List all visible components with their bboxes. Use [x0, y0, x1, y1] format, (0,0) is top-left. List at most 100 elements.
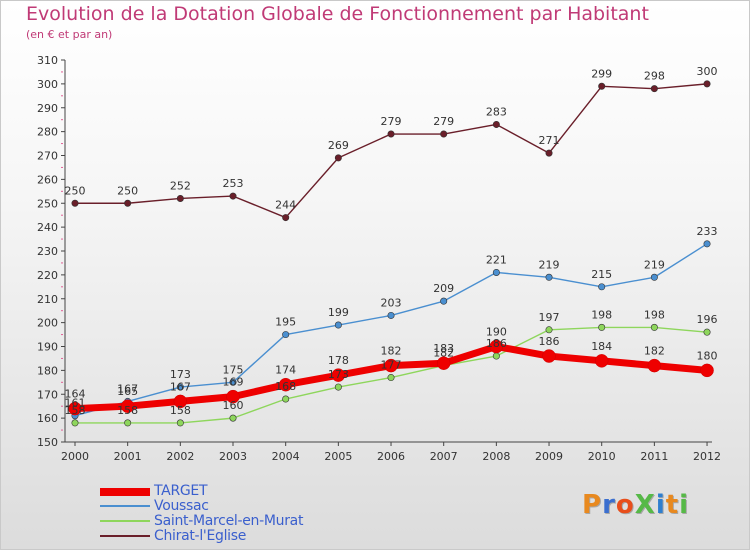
data-label-target: 182 — [381, 345, 402, 358]
x-tick-label: 2007 — [430, 450, 458, 463]
y-tick-label: 170 — [37, 388, 58, 401]
data-point-voussac — [598, 283, 606, 291]
data-label-voussac: 199 — [328, 306, 349, 319]
data-point-chirat-l-eglise — [703, 80, 711, 88]
data-point-chirat-l-eglise — [387, 130, 395, 138]
data-point-chirat-l-eglise — [492, 120, 500, 128]
data-label-saint-marcel-en-murat: 168 — [275, 380, 296, 393]
data-point-saint-marcel-en-murat — [176, 419, 184, 427]
legend-item-voussac: Voussac — [100, 498, 360, 514]
data-point-saint-marcel-en-murat — [492, 352, 500, 360]
data-point-voussac — [703, 240, 711, 248]
y-tick-label: 190 — [37, 341, 58, 354]
chart-subtitle: (en € et par an) — [26, 28, 113, 41]
data-label-voussac: 203 — [381, 296, 402, 309]
data-label-voussac: 167 — [117, 382, 138, 395]
data-point-chirat-l-eglise — [124, 199, 132, 207]
x-tick-label: 2011 — [640, 450, 668, 463]
data-point-target — [647, 358, 662, 373]
data-point-saint-marcel-en-murat — [650, 323, 658, 331]
data-point-chirat-l-eglise — [440, 130, 448, 138]
data-point-saint-marcel-en-murat — [387, 374, 395, 382]
x-tick-label: 2000 — [61, 450, 89, 463]
legend-item-target: TARGET — [100, 483, 360, 499]
y-tick-label: 210 — [37, 293, 58, 306]
legend-label-chirat: Chirat-l'Eglise — [154, 528, 247, 544]
x-tick-label: 2005 — [324, 450, 352, 463]
legend-label-target: TARGET — [154, 483, 208, 499]
data-point-saint-marcel-en-murat — [229, 414, 237, 422]
legend-item-saint-marcel: Saint-Marcel-en-Murat — [100, 513, 360, 529]
data-label-voussac: 161 — [65, 397, 86, 410]
data-point-voussac — [650, 273, 658, 281]
data-label-target: 182 — [644, 345, 665, 358]
x-tick-label: 2009 — [535, 450, 563, 463]
data-label-voussac: 219 — [644, 258, 665, 271]
data-point-target — [700, 363, 714, 378]
data-label-voussac: 173 — [170, 368, 191, 381]
data-label-target: 186 — [539, 335, 560, 348]
x-tick-label: 2008 — [482, 450, 510, 463]
logo-letter: i — [679, 490, 690, 520]
data-label-saint-marcel-en-murat: 197 — [539, 311, 560, 324]
y-tick-label: 310 — [37, 54, 58, 67]
data-label-chirat-l-eglise: 252 — [170, 179, 191, 192]
y-tick-label: 160 — [37, 412, 58, 425]
data-point-chirat-l-eglise — [229, 192, 237, 200]
data-label-target: 178 — [328, 354, 349, 367]
series-line-chirat-l-eglise — [74, 83, 708, 219]
legend-item-chirat: Chirat-l'Eglise — [100, 528, 360, 544]
data-label-saint-marcel-en-murat: 177 — [381, 359, 402, 372]
data-label-chirat-l-eglise: 253 — [223, 177, 244, 190]
chart-axes: 150 160 170 180 190 200 210 220 230 240 250 260 270 2… — [37, 54, 721, 463]
x-tick-label: 2001 — [114, 450, 142, 463]
data-point-target — [68, 401, 82, 416]
data-label-target: 190 — [486, 326, 507, 339]
data-label-voussac: 215 — [591, 268, 612, 281]
data-point-voussac — [440, 297, 448, 305]
x-tick-label: 2004 — [272, 450, 300, 463]
data-point-target — [120, 399, 135, 413]
data-point-chirat-l-eglise — [545, 149, 553, 157]
data-point-saint-marcel-en-murat — [545, 326, 553, 334]
x-tick-label: 2010 — [588, 450, 616, 463]
y-tick-label: 280 — [37, 126, 58, 139]
legend-label-saint-marcel: Saint-Marcel-en-Murat — [154, 513, 304, 529]
x-tick-label: 2003 — [219, 450, 247, 463]
data-label-chirat-l-eglise: 283 — [486, 105, 507, 118]
data-label-saint-marcel-en-murat: 198 — [644, 308, 665, 321]
logo-letter: X — [634, 490, 656, 520]
logo-letter: P — [582, 490, 603, 520]
data-label-voussac: 233 — [697, 225, 718, 238]
data-point-saint-marcel-en-murat — [124, 419, 132, 427]
data-point-chirat-l-eglise — [334, 154, 342, 162]
legend-swatch-chirat — [100, 535, 150, 537]
data-label-voussac: 209 — [433, 282, 454, 295]
data-label-voussac: 219 — [539, 258, 560, 271]
y-tick-label: 260 — [37, 173, 58, 186]
data-label-saint-marcel-en-murat: 158 — [65, 404, 86, 417]
data-labels-layer: 250 250 252 253 244 269 279 279 283 271 299 298 300 1… — [65, 65, 718, 417]
data-label-saint-marcel-en-murat: 160 — [223, 399, 244, 412]
line-chart: 150 160 170 180 190 200 210 220 230 240 250 260 270 2… — [37, 54, 721, 463]
legend-swatch-target — [100, 488, 150, 496]
data-label-saint-marcel-en-murat: 158 — [117, 404, 138, 417]
data-label-voussac: 221 — [486, 253, 507, 266]
data-label-target: 174 — [275, 364, 296, 377]
data-label-chirat-l-eglise: 300 — [697, 65, 718, 78]
chart-title: Evolution de la Dotation Globale de Fonc… — [26, 3, 649, 25]
data-point-target — [331, 368, 346, 382]
data-label-chirat-l-eglise: 271 — [539, 134, 560, 147]
data-label-chirat-l-eglise: 250 — [65, 184, 86, 197]
data-point-saint-marcel-en-murat — [703, 328, 711, 336]
data-point-target — [226, 389, 240, 404]
data-label-chirat-l-eglise: 298 — [644, 70, 665, 83]
data-point-voussac — [334, 321, 342, 329]
y-tick-label: 230 — [37, 245, 58, 258]
logo-letter: t — [665, 490, 680, 520]
y-tick-label: 300 — [37, 78, 58, 91]
y-tick-label: 290 — [37, 102, 58, 115]
y-tick-label: 270 — [37, 150, 58, 163]
data-label-saint-marcel-en-murat: 186 — [486, 337, 507, 350]
data-point-target — [384, 358, 398, 373]
